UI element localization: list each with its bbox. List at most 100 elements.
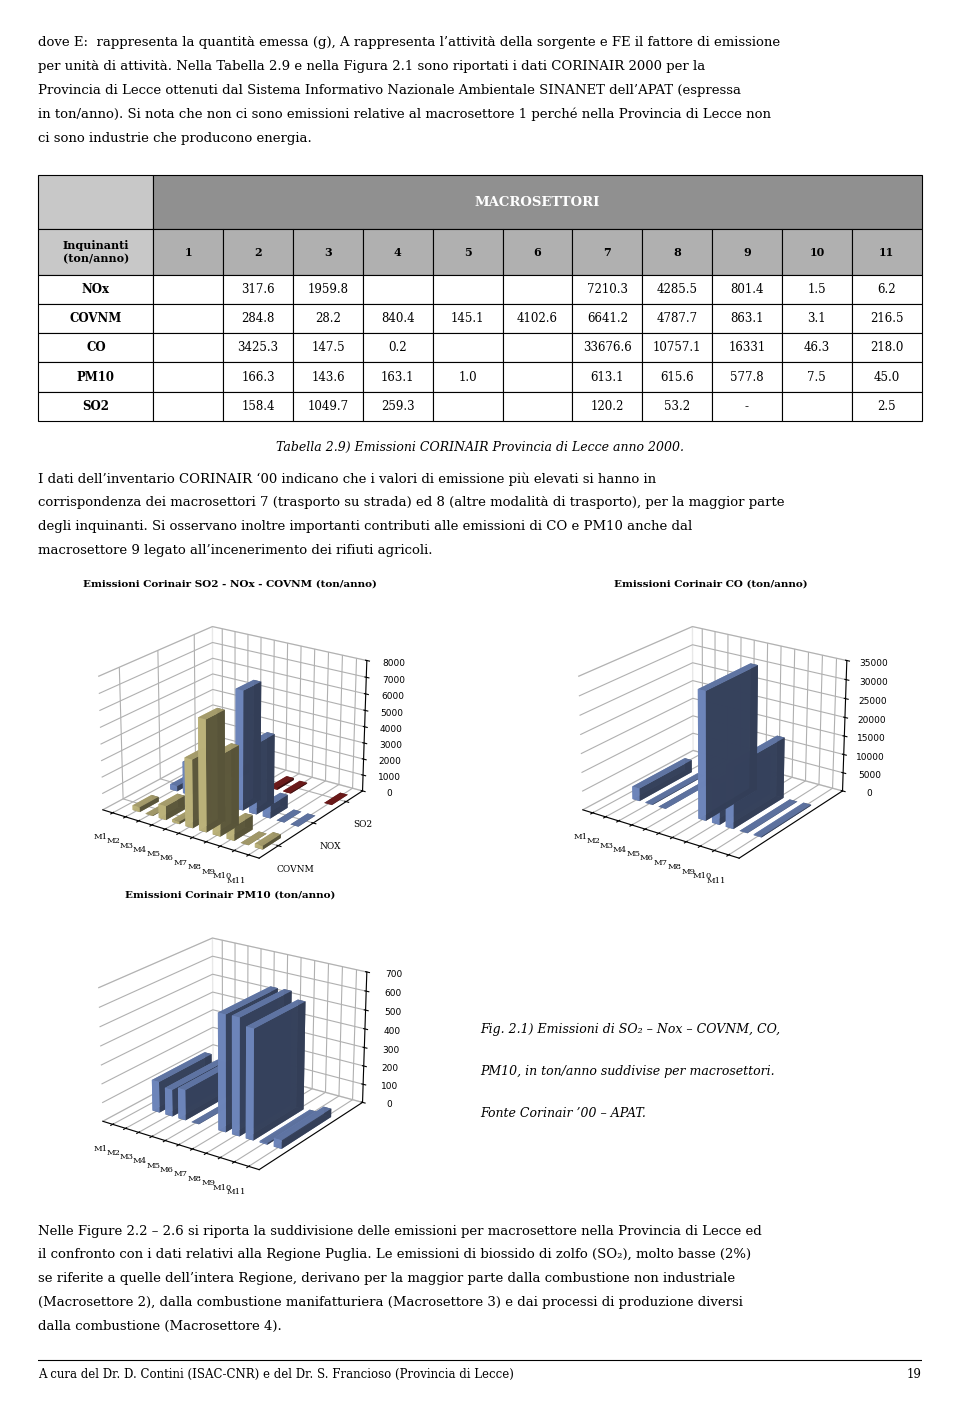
Bar bbox=[642, 229, 712, 275]
Text: corrispondenza dei macrosettori 7 (trasporto su strada) ed 8 (altre modalità di : corrispondenza dei macrosettori 7 (trasp… bbox=[38, 497, 785, 509]
Text: 143.6: 143.6 bbox=[311, 370, 345, 383]
Bar bbox=[293, 362, 363, 391]
Text: 6641.2: 6641.2 bbox=[587, 311, 628, 325]
Bar bbox=[433, 304, 502, 334]
Bar bbox=[223, 229, 293, 275]
Title: Emissioni Corinair SO2 - NOx - COVNM (ton/anno): Emissioni Corinair SO2 - NOx - COVNM (to… bbox=[84, 579, 377, 588]
Bar bbox=[642, 304, 712, 334]
Text: 615.6: 615.6 bbox=[660, 370, 694, 383]
Bar bbox=[502, 362, 572, 391]
Bar bbox=[852, 391, 922, 421]
Text: (Macrosettore 2), dalla combustione manifatturiera (Macrosettore 3) e dai proces: (Macrosettore 2), dalla combustione mani… bbox=[38, 1296, 743, 1309]
Text: 801.4: 801.4 bbox=[731, 283, 764, 296]
Text: Inquinanti
(ton/anno): Inquinanti (ton/anno) bbox=[62, 240, 129, 264]
Bar bbox=[38, 362, 154, 391]
Text: 9: 9 bbox=[743, 247, 751, 258]
Text: 28.2: 28.2 bbox=[315, 311, 341, 325]
Text: 1049.7: 1049.7 bbox=[307, 400, 348, 412]
Bar bbox=[293, 229, 363, 275]
Text: dalla combustione (Macrosettore 4).: dalla combustione (Macrosettore 4). bbox=[38, 1320, 282, 1333]
Text: 53.2: 53.2 bbox=[664, 400, 690, 412]
Text: dove E:  rappresenta la quantità emessa (g), A rappresenta l’attività della sorg: dove E: rappresenta la quantità emessa (… bbox=[38, 36, 780, 49]
Bar bbox=[502, 334, 572, 362]
Text: -: - bbox=[745, 400, 749, 412]
Bar bbox=[502, 304, 572, 334]
Bar bbox=[154, 175, 922, 229]
Text: 3.1: 3.1 bbox=[807, 311, 827, 325]
Bar bbox=[642, 334, 712, 362]
Text: 284.8: 284.8 bbox=[241, 311, 275, 325]
Bar bbox=[223, 275, 293, 304]
Text: 3: 3 bbox=[324, 247, 332, 258]
Text: 7210.3: 7210.3 bbox=[587, 283, 628, 296]
Text: 1.0: 1.0 bbox=[458, 370, 477, 383]
Bar bbox=[642, 275, 712, 304]
Text: 145.1: 145.1 bbox=[451, 311, 485, 325]
Text: 147.5: 147.5 bbox=[311, 341, 345, 355]
Text: 10: 10 bbox=[809, 247, 825, 258]
Text: degli inquinanti. Si osservano inoltre importanti contributi alle emissioni di C: degli inquinanti. Si osservano inoltre i… bbox=[38, 521, 693, 533]
Bar bbox=[502, 391, 572, 421]
Bar bbox=[852, 275, 922, 304]
Bar bbox=[293, 304, 363, 334]
Text: 6: 6 bbox=[534, 247, 541, 258]
Text: 218.0: 218.0 bbox=[870, 341, 903, 355]
Text: PM10: PM10 bbox=[77, 370, 115, 383]
Text: 840.4: 840.4 bbox=[381, 311, 415, 325]
Bar bbox=[363, 391, 433, 421]
Text: 4: 4 bbox=[394, 247, 401, 258]
Bar bbox=[852, 334, 922, 362]
Bar bbox=[433, 275, 502, 304]
Text: Tabella 2.9) Emissioni CORINAIR Provincia di Lecce anno 2000.: Tabella 2.9) Emissioni CORINAIR Provinci… bbox=[276, 441, 684, 455]
Text: 1.5: 1.5 bbox=[807, 283, 827, 296]
Bar bbox=[781, 304, 852, 334]
Bar bbox=[712, 391, 781, 421]
Text: 863.1: 863.1 bbox=[731, 311, 764, 325]
Text: 33676.6: 33676.6 bbox=[583, 341, 632, 355]
Bar bbox=[154, 362, 223, 391]
Bar bbox=[223, 391, 293, 421]
Bar bbox=[712, 229, 781, 275]
Text: 7.5: 7.5 bbox=[807, 370, 827, 383]
Text: 0.2: 0.2 bbox=[389, 341, 407, 355]
Text: 4285.5: 4285.5 bbox=[657, 283, 698, 296]
Text: COVNM: COVNM bbox=[70, 311, 122, 325]
Bar bbox=[433, 229, 502, 275]
Bar bbox=[572, 391, 642, 421]
Text: 577.8: 577.8 bbox=[731, 370, 764, 383]
Bar bbox=[712, 362, 781, 391]
Bar bbox=[642, 362, 712, 391]
Bar bbox=[154, 229, 223, 275]
Text: 6.2: 6.2 bbox=[877, 283, 896, 296]
Bar bbox=[781, 362, 852, 391]
Bar bbox=[781, 391, 852, 421]
Text: il confronto con i dati relativi alla Regione Puglia. Le emissioni di biossido d: il confronto con i dati relativi alla Re… bbox=[38, 1249, 752, 1261]
Bar bbox=[154, 304, 223, 334]
Bar bbox=[642, 391, 712, 421]
Bar bbox=[38, 229, 154, 275]
Bar bbox=[781, 334, 852, 362]
Text: ci sono industrie che producono energia.: ci sono industrie che producono energia. bbox=[38, 132, 312, 145]
Bar bbox=[502, 275, 572, 304]
Bar bbox=[223, 334, 293, 362]
Bar bbox=[293, 275, 363, 304]
Text: Nelle Figure 2.2 – 2.6 si riporta la suddivisione delle emissioni per macrosetto: Nelle Figure 2.2 – 2.6 si riporta la sud… bbox=[38, 1225, 762, 1237]
Text: 5: 5 bbox=[464, 247, 471, 258]
Text: MACROSETTORI: MACROSETTORI bbox=[475, 196, 600, 209]
Bar bbox=[154, 275, 223, 304]
Text: 2: 2 bbox=[254, 247, 262, 258]
Bar bbox=[293, 391, 363, 421]
Text: I dati dell’inventario CORINAIR ‘00 indicano che i valori di emissione più eleva: I dati dell’inventario CORINAIR ‘00 indi… bbox=[38, 473, 657, 485]
Bar bbox=[712, 275, 781, 304]
Bar bbox=[852, 304, 922, 334]
Text: NOx: NOx bbox=[82, 283, 109, 296]
Bar bbox=[38, 391, 154, 421]
Bar bbox=[363, 275, 433, 304]
Text: 45.0: 45.0 bbox=[874, 370, 900, 383]
Bar bbox=[433, 362, 502, 391]
Text: Fonte Corinair ’00 – APAT.: Fonte Corinair ’00 – APAT. bbox=[480, 1107, 646, 1120]
Bar bbox=[38, 304, 154, 334]
Text: 120.2: 120.2 bbox=[590, 400, 624, 412]
Bar bbox=[781, 275, 852, 304]
Bar bbox=[712, 304, 781, 334]
